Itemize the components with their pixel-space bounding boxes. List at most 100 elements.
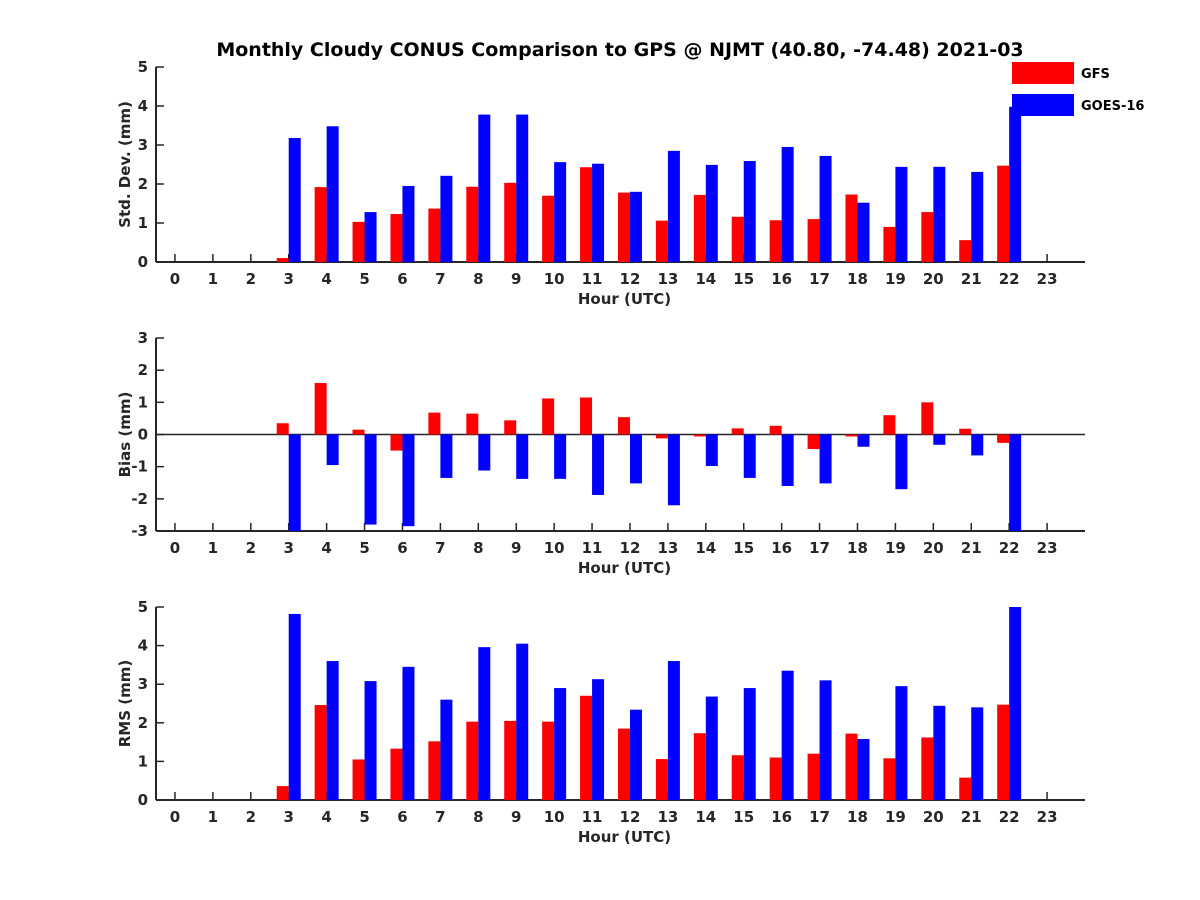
x-tick-label: 15 bbox=[733, 808, 754, 826]
x-tick-label: 20 bbox=[923, 539, 944, 557]
x-tick-label: 5 bbox=[359, 539, 369, 557]
bar-goes-16-hour-22 bbox=[1009, 434, 1022, 531]
x-tick-label: 3 bbox=[283, 539, 293, 557]
bar-gfs-hour-12 bbox=[617, 192, 630, 262]
x-tick-label: 7 bbox=[435, 270, 445, 288]
bar-goes-16-hour-21 bbox=[971, 171, 984, 262]
bar-goes-16-hour-14 bbox=[705, 164, 718, 262]
bar-gfs-hour-3 bbox=[276, 423, 289, 435]
x-tick-label: 0 bbox=[170, 808, 180, 826]
y-tick-label: -1 bbox=[131, 458, 148, 476]
bar-goes-16-hour-14 bbox=[705, 434, 718, 467]
x-tick-label: 16 bbox=[771, 539, 792, 557]
y-tick-label: 4 bbox=[138, 637, 148, 655]
bar-goes-16-hour-15 bbox=[743, 688, 756, 800]
x-tick-label: 1 bbox=[208, 270, 218, 288]
bar-gfs-hour-5 bbox=[352, 759, 365, 800]
x-tick-label: 18 bbox=[847, 270, 868, 288]
x-tick-label: 18 bbox=[847, 539, 868, 557]
x-tick-label: 22 bbox=[999, 808, 1020, 826]
bar-gfs-hour-3 bbox=[276, 786, 289, 800]
x-tick-label: 3 bbox=[283, 270, 293, 288]
bar-goes-16-hour-22 bbox=[1009, 607, 1022, 800]
y-tick-label: 3 bbox=[138, 675, 148, 693]
x-tick-label: 21 bbox=[961, 270, 982, 288]
x-axis-label: Hour (UTC) bbox=[578, 828, 671, 846]
bar-gfs-hour-19 bbox=[883, 758, 896, 800]
x-tick-label: 15 bbox=[733, 270, 754, 288]
bar-gfs-hour-22 bbox=[997, 704, 1010, 800]
bar-goes-16-hour-15 bbox=[743, 160, 756, 262]
x-tick-label: 23 bbox=[1037, 808, 1058, 826]
bar-gfs-hour-12 bbox=[617, 728, 630, 800]
bar-goes-16-hour-5 bbox=[364, 681, 377, 800]
bar-gfs-hour-3 bbox=[276, 258, 289, 262]
x-tick-label: 23 bbox=[1037, 539, 1058, 557]
bar-gfs-hour-15 bbox=[731, 428, 744, 435]
bar-goes-16-hour-9 bbox=[516, 643, 529, 800]
x-tick-label: 5 bbox=[359, 270, 369, 288]
y-axis-label: Bias (mm) bbox=[116, 392, 134, 478]
bar-goes-16-hour-10 bbox=[554, 434, 567, 479]
bar-goes-16-hour-12 bbox=[629, 434, 642, 484]
bar-gfs-hour-16 bbox=[769, 425, 782, 435]
chart-legend: GFS GOES-16 bbox=[1012, 62, 1144, 116]
bar-goes-16-hour-6 bbox=[402, 666, 415, 800]
bar-goes-16-hour-22 bbox=[1009, 106, 1022, 262]
bar-gfs-hour-6 bbox=[390, 214, 403, 262]
bar-gfs-hour-18 bbox=[845, 194, 858, 262]
y-tick-label: -2 bbox=[131, 490, 148, 508]
x-tick-label: 4 bbox=[321, 808, 331, 826]
bar-gfs-hour-17 bbox=[807, 434, 820, 449]
y-tick-label: 3 bbox=[138, 136, 148, 154]
bar-gfs-hour-22 bbox=[997, 434, 1010, 443]
legend-label-goes-16: GOES-16 bbox=[1081, 99, 1144, 114]
bar-gfs-hour-11 bbox=[580, 167, 593, 262]
x-tick-label: 8 bbox=[473, 808, 483, 826]
bar-gfs-hour-9 bbox=[504, 720, 517, 800]
x-tick-label: 0 bbox=[170, 539, 180, 557]
bar-gfs-hour-4 bbox=[314, 187, 327, 262]
bar-gfs-hour-8 bbox=[466, 186, 479, 262]
bar-gfs-hour-13 bbox=[655, 434, 668, 439]
bar-goes-16-hour-12 bbox=[629, 191, 642, 262]
bar-goes-16-hour-5 bbox=[364, 434, 377, 525]
x-tick-label: 6 bbox=[397, 270, 407, 288]
bar-gfs-hour-10 bbox=[542, 721, 555, 800]
bar-gfs-hour-6 bbox=[390, 748, 403, 800]
x-tick-label: 6 bbox=[397, 808, 407, 826]
bar-goes-16-hour-6 bbox=[402, 185, 415, 262]
legend-label-gfs: GFS bbox=[1081, 67, 1110, 82]
bar-gfs-hour-11 bbox=[580, 695, 593, 800]
bar-gfs-hour-8 bbox=[466, 721, 479, 800]
bar-goes-16-hour-12 bbox=[629, 709, 642, 800]
bar-goes-16-hour-3 bbox=[288, 137, 301, 262]
x-tick-label: 12 bbox=[620, 808, 641, 826]
bar-goes-16-hour-7 bbox=[440, 175, 453, 262]
x-tick-label: 17 bbox=[809, 808, 830, 826]
x-tick-label: 13 bbox=[657, 270, 678, 288]
y-tick-label: 0 bbox=[138, 426, 148, 444]
bar-gfs-hour-15 bbox=[731, 755, 744, 800]
bar-goes-16-hour-18 bbox=[857, 434, 870, 447]
x-tick-label: 21 bbox=[961, 539, 982, 557]
bar-goes-16-hour-8 bbox=[478, 647, 491, 800]
bar-goes-16-hour-19 bbox=[895, 686, 908, 800]
x-tick-label: 14 bbox=[695, 539, 716, 557]
bar-goes-16-hour-11 bbox=[592, 679, 605, 800]
x-tick-label: 2 bbox=[246, 539, 256, 557]
bar-gfs-hour-8 bbox=[466, 413, 479, 435]
x-tick-label: 12 bbox=[620, 539, 641, 557]
bar-gfs-hour-14 bbox=[693, 194, 706, 262]
x-tick-label: 11 bbox=[582, 808, 603, 826]
bar-gfs-hour-13 bbox=[655, 759, 668, 800]
x-tick-label: 12 bbox=[620, 270, 641, 288]
bar-gfs-hour-11 bbox=[580, 397, 593, 435]
x-tick-label: 1 bbox=[208, 539, 218, 557]
bar-gfs-hour-13 bbox=[655, 220, 668, 262]
y-tick-label: 5 bbox=[138, 58, 148, 76]
bar-goes-16-hour-21 bbox=[971, 434, 984, 456]
